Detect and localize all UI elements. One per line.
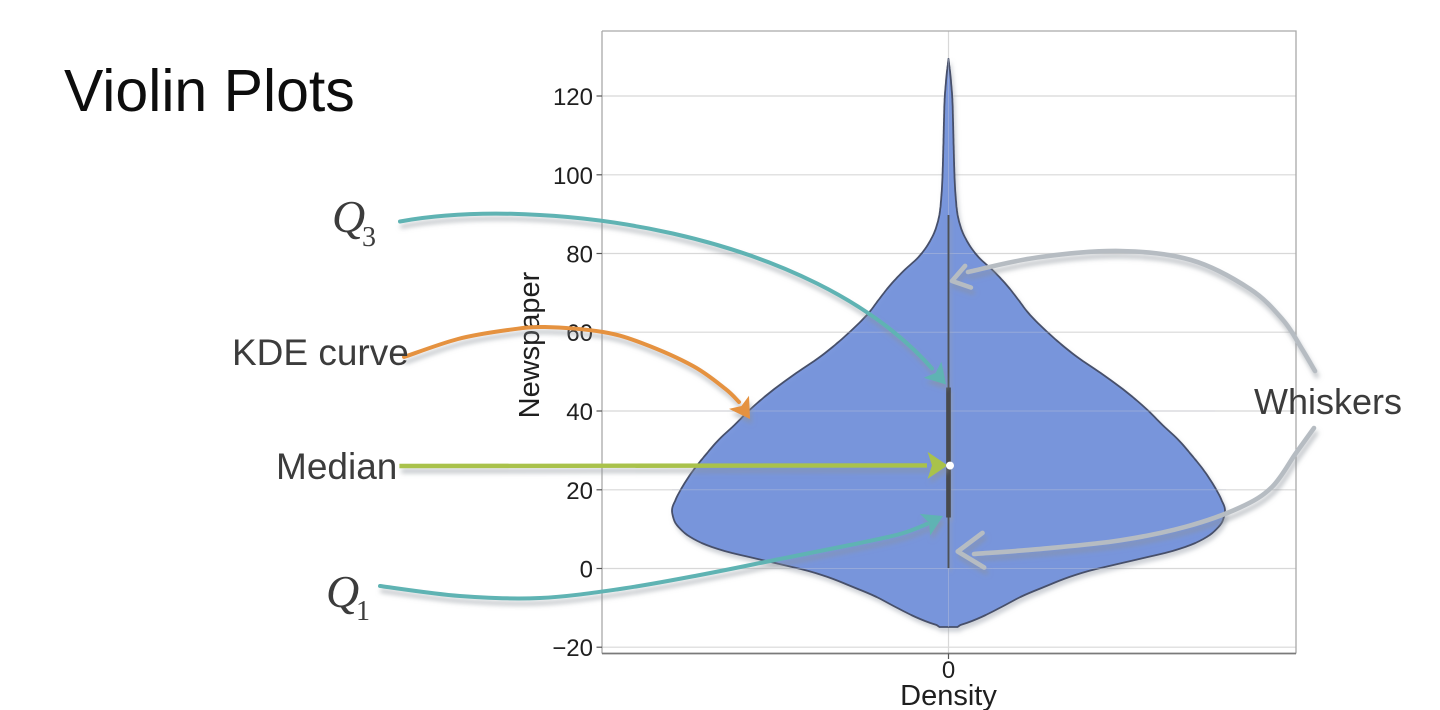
svg-text:0: 0 [942, 657, 955, 684]
svg-text:Violin Plots: Violin Plots [64, 58, 355, 124]
svg-text:Q: Q [326, 566, 359, 617]
svg-text:Median: Median [276, 446, 397, 487]
svg-text:Newspaper: Newspaper [514, 271, 546, 418]
svg-text:Q: Q [332, 191, 365, 242]
svg-text:80: 80 [566, 242, 593, 269]
svg-text:60: 60 [566, 320, 593, 347]
svg-text:−20: −20 [552, 635, 593, 662]
svg-text:0: 0 [580, 557, 593, 584]
svg-text:100: 100 [553, 163, 593, 190]
svg-text:40: 40 [566, 399, 593, 426]
svg-text:3: 3 [362, 222, 376, 253]
svg-text:Whiskers: Whiskers [1254, 381, 1402, 422]
svg-text:20: 20 [566, 478, 593, 505]
svg-text:1: 1 [356, 596, 370, 627]
svg-text:120: 120 [553, 84, 593, 111]
svg-text:Density: Density [900, 680, 997, 710]
svg-text:KDE curve: KDE curve [232, 332, 409, 373]
